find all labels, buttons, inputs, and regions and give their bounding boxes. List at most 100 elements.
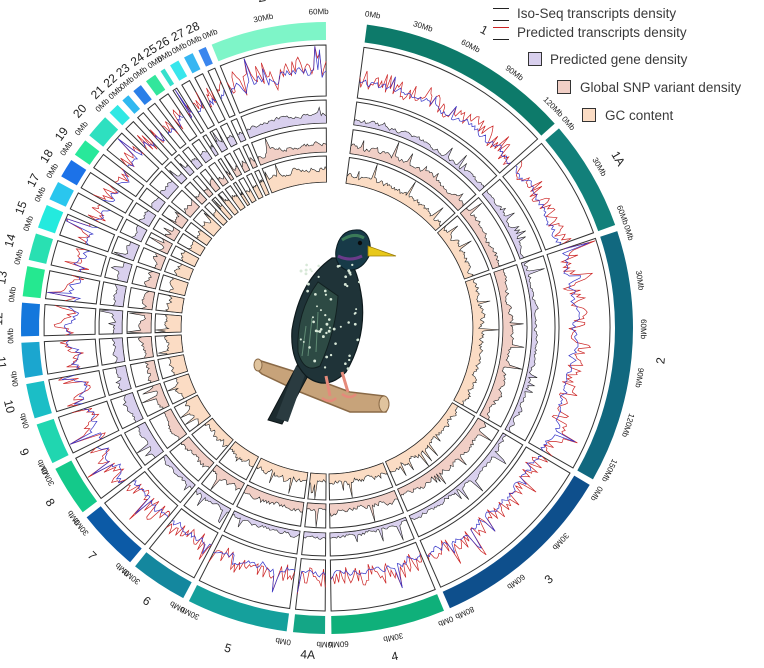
chr-18-gene-density — [139, 210, 157, 227]
chr-1-gene-density — [353, 119, 484, 192]
speckle — [344, 275, 348, 279]
chr-7-track-frame — [103, 470, 179, 546]
chr-10-snp-density — [145, 359, 160, 384]
chr-19-predicted-transcripts-line — [114, 167, 130, 183]
chr-11-label: 11 — [0, 356, 9, 370]
chr-23-gc-content — [218, 194, 239, 216]
chr-12-snp-density — [127, 312, 152, 334]
chr-6-gc-content — [230, 441, 259, 467]
chr-28-label: 28 — [184, 19, 202, 37]
chr-2-tick-label: 120Mb — [620, 412, 636, 439]
speckle — [346, 284, 349, 288]
chr-15-track-frame — [59, 213, 116, 253]
chr-z-tick-label: 60Mb — [309, 7, 330, 17]
chr-7-ideogram — [86, 506, 142, 563]
chr-4a-gc-content — [309, 472, 327, 500]
chr-4-tick-label: 30Mb — [382, 631, 404, 644]
chr-4-ideogram — [331, 594, 445, 634]
chromosome-ideogram — [21, 22, 633, 634]
chr-9-tick-label: 0Mb — [35, 457, 50, 475]
speckle — [353, 322, 357, 326]
speckle — [306, 289, 309, 293]
chr-24-track-frame — [158, 93, 198, 142]
chr-12-label: 12 — [0, 312, 5, 326]
chr-17-snp-density — [149, 236, 173, 255]
chr-7-isoseq-line — [132, 480, 169, 518]
chr-1a-tick-label: 30Mb — [590, 156, 608, 178]
speckle — [357, 338, 360, 341]
chr-13-snp-density — [141, 290, 155, 311]
speckle — [304, 272, 308, 276]
chr-12-gc-content — [155, 314, 182, 333]
chr-21-predicted-transcripts-line — [136, 135, 158, 150]
chr-12-track-frame — [43, 304, 97, 337]
chr-27-label: 27 — [169, 25, 188, 44]
chr-19-track-frame — [93, 153, 145, 198]
chr-8-gc-content — [180, 394, 211, 426]
chr-23-snp-density — [209, 178, 221, 193]
chr-24-ideogram — [145, 74, 166, 96]
chr-15-snp-density — [152, 252, 167, 271]
chr-5-predicted-transcripts-line — [208, 547, 295, 592]
chr-14-snp-density — [144, 271, 160, 290]
chr-8-label: 8 — [42, 496, 58, 509]
chr-28-ideogram — [198, 47, 213, 67]
chr-20-gc-content — [201, 212, 222, 237]
chr-19-isoseq-line — [117, 169, 130, 185]
chr-21-track-frame — [125, 120, 169, 166]
speckle — [324, 314, 327, 317]
chr-14-gene-density — [110, 261, 133, 283]
chr-1-tick-label: 30Mb — [412, 19, 434, 34]
chr-10-gc-content — [167, 354, 188, 376]
chr-4-isoseq-line — [330, 553, 421, 589]
chr-3-ideogram — [442, 475, 590, 609]
chr-14-ideogram — [28, 233, 54, 264]
chr-3-isoseq-line — [426, 456, 543, 558]
chr-z-track-frame — [219, 44, 327, 114]
chr-8-ideogram — [55, 460, 98, 513]
chr-28-predicted-transcripts-line — [217, 80, 221, 94]
chr-10-tick-label: 0Mb — [18, 412, 31, 430]
chr-9-snp-density — [141, 383, 170, 410]
chr-6-ideogram — [135, 552, 192, 599]
legend-predicted-genes: Predicted gene density — [550, 52, 688, 67]
chr-3-track-frame — [419, 446, 571, 588]
speckle — [329, 353, 333, 357]
chr-24-gc-content — [231, 194, 246, 211]
speckle — [312, 320, 315, 324]
chr-3-tick-label: 0Mb — [588, 485, 604, 503]
chr-25-ideogram — [160, 68, 175, 87]
chr-8-isoseq-line — [92, 446, 124, 484]
chr-23-isoseq-line — [167, 128, 176, 135]
chr-27-isoseq-line — [209, 97, 216, 106]
chr-1-gc-content — [345, 163, 444, 231]
chr-10-predicted-transcripts-line — [58, 377, 91, 407]
chr-3-gene-density — [408, 432, 507, 520]
chr-z-ideogram — [211, 22, 326, 62]
chr-4a-track-frame — [294, 558, 327, 612]
chr-28-isoseq-line — [220, 89, 225, 99]
chr-1-ideogram — [364, 24, 555, 136]
chr-9-predicted-transcripts-line — [69, 407, 106, 445]
speckle — [316, 330, 319, 333]
chr-9-gene-density — [122, 392, 144, 423]
chr-7-gene-density — [162, 454, 196, 491]
chr-27-predicted-transcripts-line — [206, 87, 216, 108]
speckle — [317, 264, 320, 268]
chr-9-label: 9 — [17, 446, 33, 458]
chr-4-tick-label: 60Mb — [328, 639, 349, 649]
speckle — [308, 346, 311, 349]
chr-15-ideogram — [37, 205, 64, 234]
chr-9-isoseq-line — [69, 408, 103, 445]
density-tracks — [43, 44, 611, 612]
chr-1-track-frame — [356, 46, 539, 174]
chr-4a-tick-label: 0Mb — [316, 640, 332, 649]
speckle — [327, 329, 331, 333]
chr-1-tick-label: 60Mb — [460, 38, 482, 55]
chr-18-gc-content — [186, 239, 206, 257]
chr-13-tick-label: 0Mb — [7, 286, 18, 303]
chr-7-predicted-transcripts-line — [126, 483, 171, 520]
chr-14-isoseq-line — [73, 250, 91, 272]
chr-z-gc-content — [264, 164, 327, 194]
chr-1-snp-density — [349, 140, 464, 211]
